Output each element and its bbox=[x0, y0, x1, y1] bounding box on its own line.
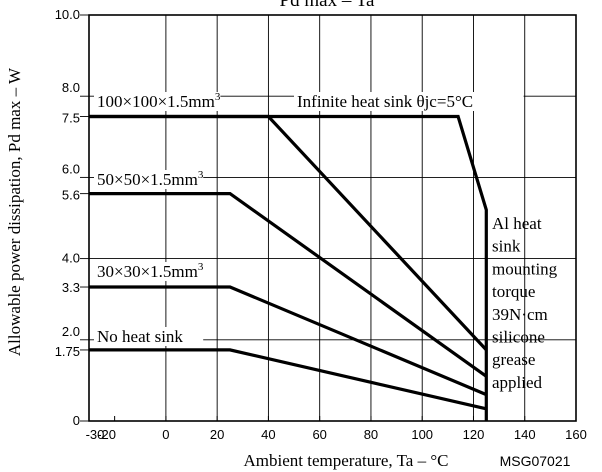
y-tick-label: 6.0 bbox=[62, 161, 80, 176]
x-tick-labels: -30-20 0 20 40 60 80 100 120 140 160 bbox=[86, 416, 587, 442]
x-tick-label: 120 bbox=[463, 427, 485, 442]
y-tick-labels: 0 1.75 2.0 3.3 4.0 5.6 6.0 7.5 8.0 10.0 bbox=[55, 7, 89, 428]
annotation-bg bbox=[94, 92, 221, 111]
chart-title: Pd max – Ta bbox=[280, 0, 375, 11]
x-tick-label: -20 bbox=[97, 427, 116, 442]
annotation-bg bbox=[94, 327, 204, 346]
y-axis-label: Allowable power dissipation, Pd max – W bbox=[5, 67, 24, 356]
y-tick-label: 4.0 bbox=[62, 251, 80, 266]
x-tick-label: 160 bbox=[565, 427, 587, 442]
y-tick-label: 7.5 bbox=[62, 111, 80, 126]
plot-frame bbox=[88, 14, 577, 422]
annotation-infinite: Infinite heat sink θjc=5°C bbox=[297, 92, 473, 111]
annotation-al-heat-sink: Al heat sink mounting torque 39N·cm silicone g… bbox=[492, 214, 558, 392]
x-tick-label: 140 bbox=[514, 427, 536, 442]
x-tick-label: 60 bbox=[312, 427, 326, 442]
series-line-5 bbox=[89, 348, 487, 411]
x-axis-label: Ambient temperature, Ta – °C bbox=[244, 451, 449, 470]
x-tick-label: -30 bbox=[86, 427, 105, 442]
annotation-hs100: 100×100×1.5mm3 bbox=[97, 91, 221, 111]
y-tick-label: 10.0 bbox=[55, 7, 80, 22]
annotations: Infinite heat sink θjc=5°C 100×100×1.5mm3… bbox=[94, 91, 558, 392]
annotation-nohs: No heat sink bbox=[97, 327, 183, 346]
x-tick-label: 20 bbox=[210, 427, 224, 442]
annotation-bg bbox=[294, 92, 524, 111]
series-line-3 bbox=[89, 192, 488, 378]
x-tick-label: 0 bbox=[162, 427, 169, 442]
annotation-hs50: 50×50×1.5mm3 bbox=[97, 169, 204, 189]
x-tick-label: 80 bbox=[364, 427, 378, 442]
annotation-hs30: 30×30×1.5mm3 bbox=[97, 261, 204, 281]
series-line-1 bbox=[89, 114, 488, 421]
y-tick-label: 2.0 bbox=[62, 324, 80, 339]
annotation-bg bbox=[94, 262, 204, 281]
y-tick-label: 1.75 bbox=[55, 344, 80, 359]
y-tick-label: 0 bbox=[73, 413, 80, 428]
y-tick-label: 8.0 bbox=[62, 80, 80, 95]
figure-code: MSG07021 bbox=[500, 453, 571, 469]
y-tick-label: 5.6 bbox=[62, 188, 80, 203]
series-line-4 bbox=[89, 285, 487, 397]
y-tick-label: 3.3 bbox=[62, 280, 80, 295]
x-tick-label: 100 bbox=[411, 427, 433, 442]
series-lines bbox=[89, 114, 488, 421]
series-line-2 bbox=[89, 114, 488, 351]
annotation-bg bbox=[94, 170, 204, 189]
x-tick-label: 40 bbox=[261, 427, 275, 442]
